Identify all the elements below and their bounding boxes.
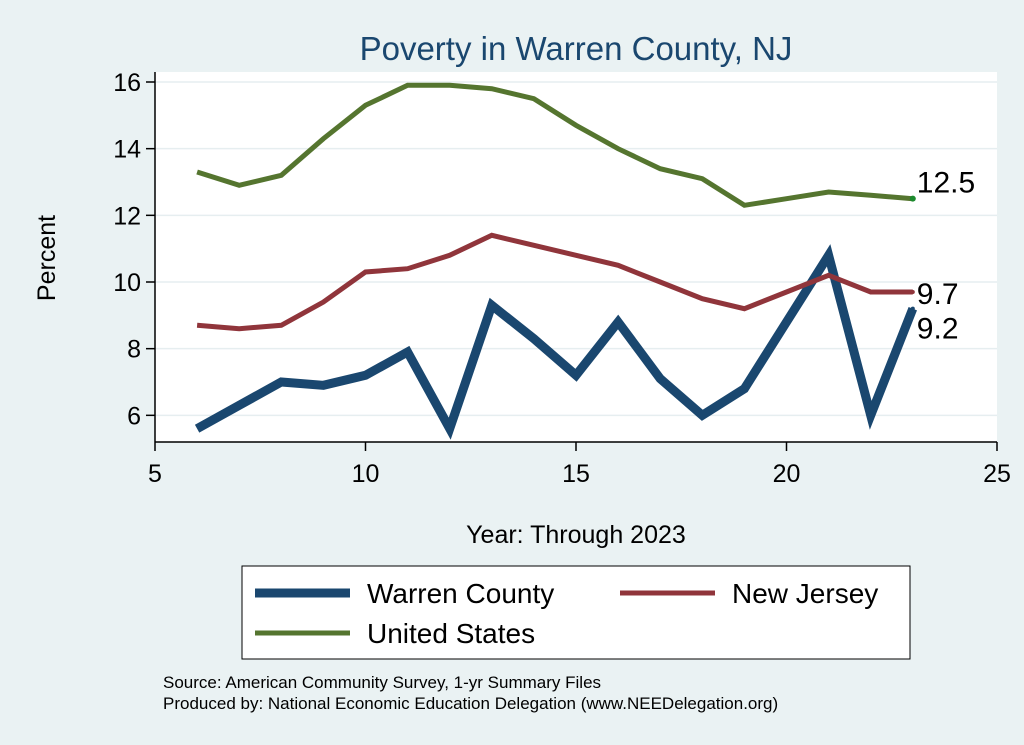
y-tick-label: 12 <box>113 202 141 230</box>
gridlines <box>155 81 997 417</box>
producer-note: Produced by: National Economic Education… <box>163 694 778 713</box>
source-note: Source: American Community Survey, 1-yr … <box>163 673 601 692</box>
x-axis-label: Year: Through 2023 <box>466 521 686 549</box>
chart-title: Poverty in Warren County, NJ <box>360 30 793 67</box>
y-tick-label: 14 <box>113 136 141 164</box>
end-point-marker <box>910 290 915 294</box>
end-value-label: 12.5 <box>917 167 975 200</box>
series-line-2 <box>196 232 913 332</box>
y-tick-label: 16 <box>113 69 141 97</box>
series-lines <box>194 82 917 440</box>
end-point-marker <box>910 306 915 311</box>
y-axis-label: Percent <box>33 215 61 301</box>
legend-label: United States <box>367 618 535 649</box>
axes: 6 8 10 12 14 16 5 10 15 20 25 <box>113 69 1011 488</box>
end-point-marker <box>909 195 916 202</box>
x-tick-label: 20 <box>773 460 801 488</box>
x-tick-label: 5 <box>148 460 162 488</box>
series-line-1 <box>194 244 917 440</box>
x-tick-label: 15 <box>562 460 590 488</box>
end-value-label: 9.7 <box>917 278 959 311</box>
x-tick-label: 25 <box>983 460 1011 488</box>
legend-box <box>241 565 911 660</box>
y-tick-label: 6 <box>127 402 141 430</box>
legend-label: Warren County <box>367 578 554 609</box>
y-tick-label: 10 <box>113 269 141 297</box>
x-tick-label: 10 <box>352 460 380 488</box>
end-labels: 9.29.7 12.5 <box>909 167 975 346</box>
end-value-label: 9.2 <box>917 313 959 346</box>
series-line-3 <box>196 82 914 208</box>
legend: Warren County New Jersey United States <box>241 565 911 660</box>
y-tick-label: 8 <box>127 336 141 364</box>
legend-label: New Jersey <box>732 578 878 609</box>
